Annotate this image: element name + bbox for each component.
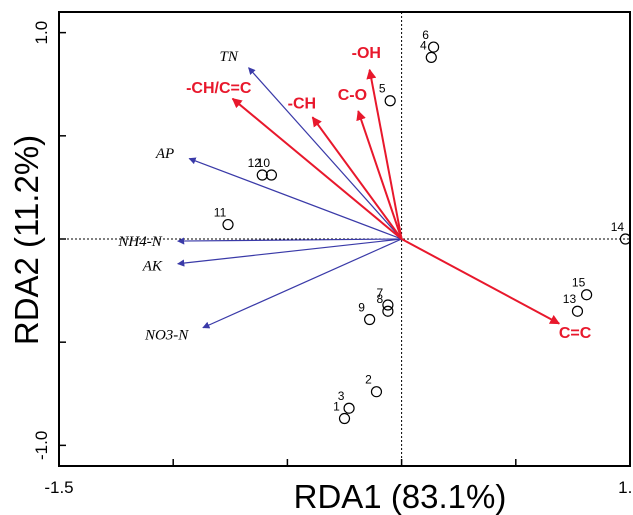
axis-ticks: -1.5 1.0 -1.0 1.0 xyxy=(32,21,633,497)
environment-vector-arrow xyxy=(188,157,402,240)
functional-group-vector-arrow xyxy=(401,238,561,325)
site-point-label: 8 xyxy=(377,292,384,306)
site-point-label: 9 xyxy=(358,300,365,314)
environment-vector-label: NH4-N xyxy=(117,234,162,250)
functional-group-vector-arrow xyxy=(356,110,403,240)
site-point-label: 3 xyxy=(338,389,345,403)
environment-vector-label: TN xyxy=(220,49,239,65)
site-point-label: 13 xyxy=(563,292,577,306)
site-point xyxy=(364,313,376,326)
site-point xyxy=(343,402,355,414)
site-point-label: 12 xyxy=(248,156,262,170)
environment-vector-arrow xyxy=(177,237,402,245)
site-point-label: 7 xyxy=(377,286,384,300)
site-point-label: 6 xyxy=(422,28,429,42)
environment-vector-label: AP xyxy=(155,146,174,162)
functional-group-vector-label: C=C xyxy=(559,325,592,342)
site-point xyxy=(382,305,394,317)
functional-group-vector-arrow xyxy=(366,68,403,240)
site-point xyxy=(619,233,632,245)
site-point-label: 2 xyxy=(365,373,372,387)
y-axis-title: RDA2 (11.2%) xyxy=(8,135,45,345)
site-point xyxy=(382,299,394,311)
site-point xyxy=(581,289,593,301)
site-point-label: 1 xyxy=(333,400,340,414)
site-point xyxy=(427,41,440,53)
environment-vector-arrow xyxy=(177,238,402,267)
site-point xyxy=(265,169,278,181)
site-point-label: 10 xyxy=(257,156,271,170)
y-tick-label: -1.0 xyxy=(32,431,51,460)
site-point-label: 5 xyxy=(379,82,386,96)
environment-vector-arrow xyxy=(202,238,402,329)
y-tick-label: 1.0 xyxy=(32,21,51,45)
x-axis-title: RDA1 (83.1%) xyxy=(294,478,507,515)
x-tick-label: -1.5 xyxy=(44,478,73,497)
site-point-label: 14 xyxy=(611,220,625,234)
x-tick-label: 1.0 xyxy=(618,478,633,497)
site-point xyxy=(338,412,351,425)
functional-group-vector-arrow xyxy=(231,97,403,240)
functional-group-vector-label: -CH xyxy=(288,96,316,113)
functional-group-vector-label: -OH xyxy=(352,45,381,62)
environment-vectors: TN AP NH4-N AK NO3-N xyxy=(117,49,403,343)
site-point-label: 11 xyxy=(214,206,227,220)
site-point xyxy=(256,169,268,181)
site-point xyxy=(370,386,383,398)
functional-group-vectors: -CH/C=C -CH C-O -OH C=C xyxy=(186,45,592,342)
site-point xyxy=(425,51,437,64)
site-point xyxy=(384,95,396,107)
environment-vector-arrow xyxy=(248,67,403,240)
environment-vector-label: NO3-N xyxy=(144,327,189,343)
site-point-label: 15 xyxy=(572,276,586,290)
functional-group-vector-arrow xyxy=(311,116,403,240)
functional-group-vector-label: -CH/C=C xyxy=(186,80,252,97)
site-point xyxy=(571,305,584,317)
site-point-label: 4 xyxy=(420,38,427,52)
environment-vector-label: AK xyxy=(142,259,163,275)
functional-group-vector-label: C-O xyxy=(338,87,367,104)
site-point xyxy=(222,218,234,231)
